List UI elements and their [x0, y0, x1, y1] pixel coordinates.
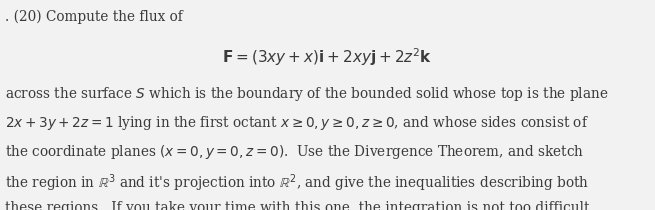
- Text: $2x+3y+2z = 1$ lying in the first octant $x \geq 0, y \geq 0, z \geq 0$, and who: $2x+3y+2z = 1$ lying in the first octant…: [5, 114, 589, 132]
- Text: across the surface $S$ which is the boundary of the bounded solid whose top is t: across the surface $S$ which is the boun…: [5, 85, 608, 103]
- Text: . (20) Compute the flux of: . (20) Compute the flux of: [5, 9, 183, 24]
- Text: the region in $\mathbb{R}^3$ and it's projection into $\mathbb{R}^2$, and give t: the region in $\mathbb{R}^3$ and it's pr…: [5, 172, 590, 194]
- Text: the coordinate planes $(x = 0, y = 0, z = 0)$.  Use the Divergence Theorem, and : the coordinate planes $(x = 0, y = 0, z …: [5, 143, 584, 161]
- Text: these regions.  If you take your time with this one, the integration is not too : these regions. If you take your time wit…: [5, 201, 594, 210]
- Text: $\mathbf{F} = (3xy + x)\mathbf{i} + 2xy\mathbf{j} + 2z^2\mathbf{k}$: $\mathbf{F} = (3xy + x)\mathbf{i} + 2xy\…: [223, 46, 432, 68]
